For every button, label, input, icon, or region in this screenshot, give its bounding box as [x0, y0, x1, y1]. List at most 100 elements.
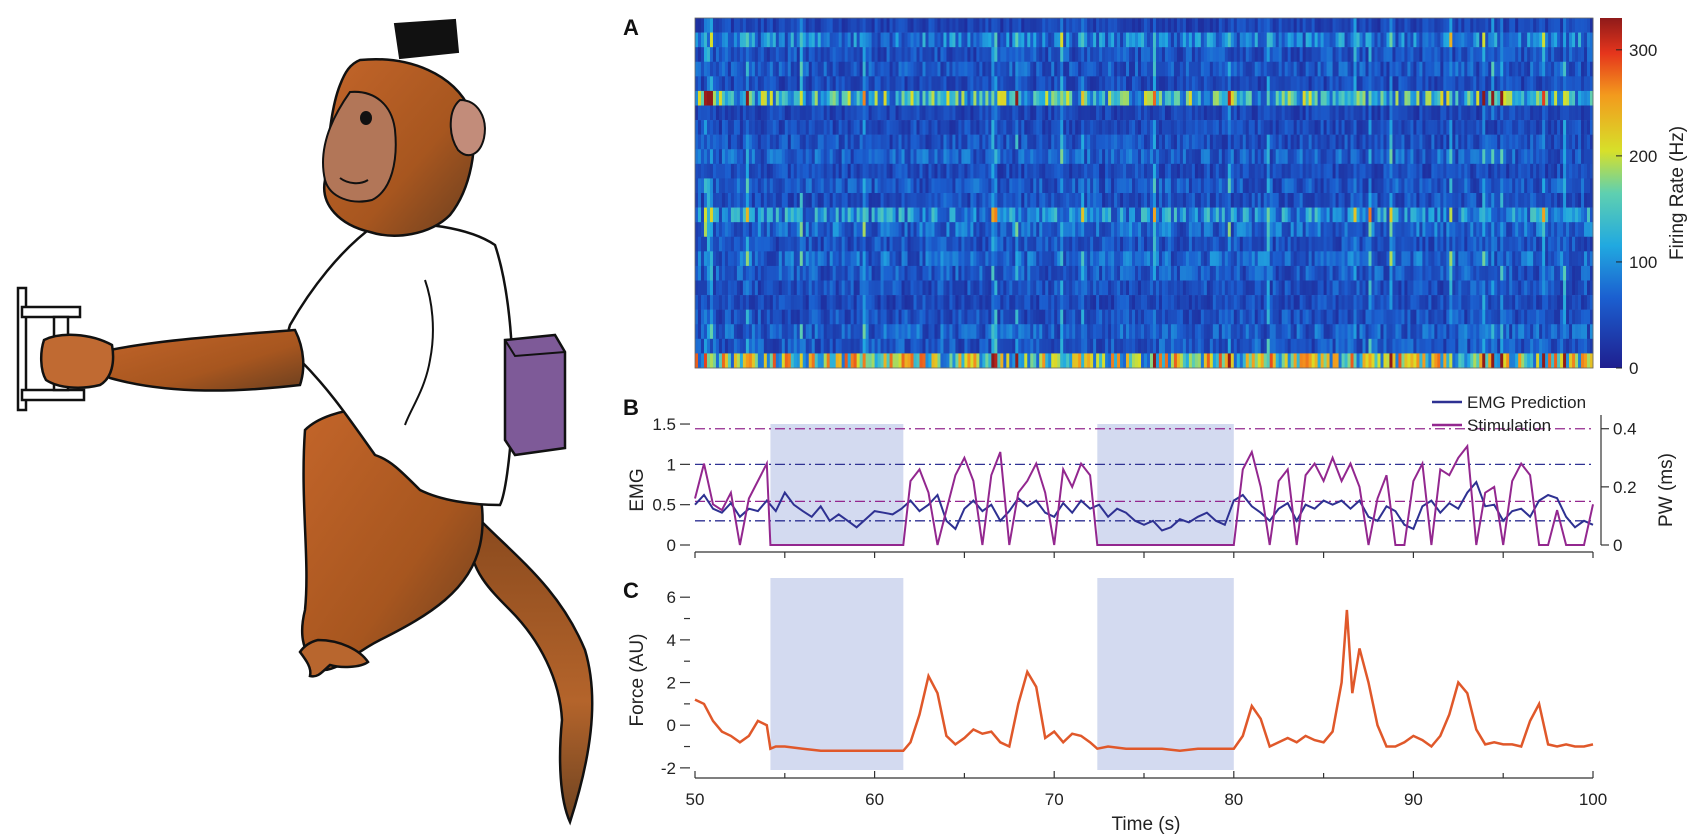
heatmap-cell [1353, 90, 1357, 106]
heatmap-cell [1341, 222, 1345, 238]
heatmap-cell [1446, 149, 1450, 165]
heatmap-cell [1045, 105, 1049, 121]
heatmap-cell [838, 32, 843, 48]
heatmap-cell [1066, 32, 1070, 48]
heatmap-cell [1135, 105, 1139, 121]
heatmap-cell [742, 47, 747, 63]
heatmap-cell [1215, 207, 1220, 223]
heatmap-cell [1009, 193, 1013, 208]
heatmap-cell [1449, 32, 1453, 48]
heatmap-cell [1269, 222, 1274, 238]
heatmap-cell [1452, 222, 1456, 238]
heatmap-cell [1299, 193, 1304, 208]
heatmap-cell [1006, 193, 1010, 208]
heatmap-cell [1452, 163, 1456, 179]
heatmap-cell [727, 193, 732, 208]
heatmap-cell [1446, 90, 1450, 106]
heatmap-cell [1215, 222, 1220, 238]
heatmap-cell [1260, 18, 1265, 33]
heatmap-cell [1398, 193, 1402, 208]
heatmap-cell [697, 193, 702, 208]
heatmap-cell [1368, 149, 1372, 165]
heatmap-cell [946, 61, 950, 77]
heatmap-cell [1305, 222, 1310, 238]
heatmap-cell [733, 178, 738, 194]
heatmap-cell [985, 236, 989, 252]
heatmap-cell [1275, 149, 1280, 165]
heatmap-cell [928, 61, 932, 77]
heatmap-cell [1323, 76, 1327, 92]
heatmap-cell [1446, 120, 1450, 135]
heatmap-cell [1365, 193, 1369, 208]
heatmap-cell [1233, 76, 1238, 92]
heatmap-cell [775, 193, 780, 208]
heatmap-cell [1491, 222, 1495, 238]
heatmap-cell [1344, 120, 1348, 135]
heatmap-cell [1233, 178, 1238, 194]
heatmap-cell [1120, 61, 1124, 77]
heatmap-cell [1021, 222, 1025, 238]
heatmap-cell [1488, 61, 1492, 77]
heatmap-cell [832, 47, 837, 63]
heatmap-cell [1443, 18, 1447, 33]
heatmap-cell [1191, 120, 1196, 135]
heatmap-cell [1239, 236, 1244, 252]
heatmap-cell [922, 149, 926, 165]
heatmap-cell [910, 32, 914, 48]
heatmap-cell [1449, 120, 1453, 135]
heatmap-cell [1473, 105, 1477, 121]
heatmap-cell [961, 90, 965, 106]
heatmap-cell [1539, 61, 1543, 77]
heatmap-cell [760, 222, 765, 238]
heatmap-cell [1467, 76, 1471, 92]
heatmap-cell [913, 163, 917, 179]
heatmap-cell [1419, 207, 1423, 223]
heatmap-cell [739, 76, 744, 92]
heatmap-cell [1060, 251, 1064, 267]
heatmap-cell [961, 149, 965, 165]
heatmap-cell [775, 47, 780, 63]
heatmap-cell [1072, 120, 1076, 135]
heatmap-cell [745, 178, 750, 194]
heatmap-cell [745, 47, 750, 63]
heatmap-cell [1191, 251, 1196, 267]
heatmap-cell [1129, 105, 1133, 121]
heatmap-cell [1197, 193, 1202, 208]
heatmap-cell [1569, 134, 1573, 150]
heatmap-cell [775, 61, 780, 77]
heatmap-cell [754, 222, 759, 238]
heatmap-cell [1476, 47, 1480, 63]
heatmap-cell [1191, 163, 1196, 179]
heatmap-cell [1042, 76, 1046, 92]
heatmap-cell [940, 120, 944, 135]
heatmap-cell [955, 193, 959, 208]
heatmap-cell [1263, 61, 1268, 77]
heatmap-cell [997, 222, 1001, 238]
heatmap-cell [1144, 207, 1148, 223]
heatmap-cell [1398, 222, 1402, 238]
heatmap-cell [1146, 61, 1151, 77]
heatmap-cell [739, 105, 744, 121]
heatmap-cell [718, 120, 723, 135]
heatmap-cell [1126, 207, 1130, 223]
heatmap-cell [958, 222, 962, 238]
heatmap-cell [1539, 105, 1543, 121]
heatmap-cell [1144, 90, 1148, 106]
heatmap-cell [1491, 134, 1495, 150]
heatmap-cell [1506, 207, 1510, 223]
heatmap-cell [1197, 18, 1202, 33]
heatmap-cell [1093, 18, 1097, 33]
heatmap-cell [1036, 18, 1040, 33]
heatmap-cell [1126, 251, 1130, 267]
heatmap-cell [895, 193, 899, 208]
heatmap-cell [820, 193, 825, 208]
heatmap-cell [1422, 149, 1426, 165]
heatmap-cell [1066, 207, 1070, 223]
heatmap-cell [1278, 76, 1283, 92]
heatmap-cell [1146, 193, 1151, 208]
heatmap-cell [1440, 32, 1444, 48]
heatmap-cell [1015, 207, 1019, 223]
heatmap-cell [1356, 236, 1360, 252]
heatmap-cell [1344, 76, 1348, 92]
heatmap-cell [985, 193, 989, 208]
